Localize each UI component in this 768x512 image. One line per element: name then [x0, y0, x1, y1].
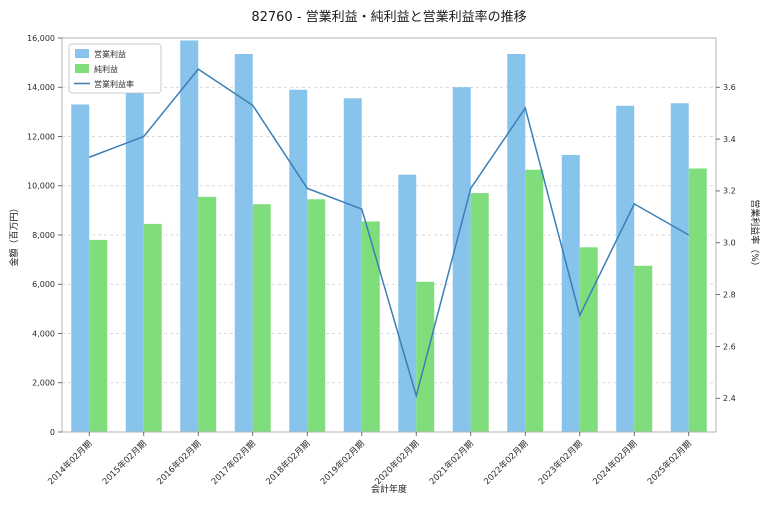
right-tick-label: 2.8 — [723, 290, 736, 299]
left-tick-label: 0 — [50, 428, 55, 437]
bar — [688, 168, 707, 432]
right-tick-label: 3.6 — [723, 83, 736, 92]
bar — [180, 40, 199, 433]
bar — [71, 104, 90, 433]
bar — [416, 281, 435, 432]
legend-label-1: 純利益 — [94, 64, 118, 74]
bar — [343, 98, 362, 433]
bar — [143, 223, 162, 432]
left-tick-label: 2,000 — [32, 379, 55, 388]
x-tick-label: 2015年02月期 — [100, 438, 149, 487]
profit-margin-line — [88, 68, 690, 399]
x-tick-label: 2022年02月期 — [482, 438, 531, 487]
right-tick-label: 3.4 — [723, 135, 736, 144]
chart-title: 82760 - 営業利益・純利益と営業利益率の推移 — [251, 9, 526, 25]
bar — [670, 103, 689, 432]
legend-box — [68, 43, 162, 94]
bar — [307, 199, 326, 432]
legend-swatch-1 — [75, 64, 89, 73]
legend-label-0: 営業利益 — [94, 49, 126, 59]
bar — [198, 196, 217, 432]
left-axis-label: 金額（百万円） — [8, 203, 20, 266]
right-axis-label: 営業利益率（%） — [749, 199, 761, 271]
bar — [561, 154, 580, 432]
left-tick-label: 8,000 — [32, 231, 55, 240]
right-tick-label: 3.2 — [723, 187, 736, 196]
right-tick-label: 3.0 — [723, 239, 736, 248]
x-tick-label: 2025年02月期 — [645, 438, 694, 487]
left-tick-label: 6,000 — [32, 280, 55, 289]
bar-series-0 — [71, 40, 689, 433]
bar — [452, 87, 471, 432]
bar — [89, 239, 108, 432]
x-tick-label: 2020年02月期 — [373, 438, 422, 487]
x-tick-label: 2018年02月期 — [264, 438, 313, 487]
x-tick-label: 2021年02月期 — [427, 438, 476, 487]
bar — [398, 174, 417, 432]
right-axis-ticks: 2.4 2.6 2.8 3.0 3.2 3.4 3.6 — [716, 83, 736, 403]
x-axis-label: 会計年度 — [371, 483, 407, 495]
x-tick-label: 2023年02月期 — [536, 438, 585, 487]
bar — [525, 169, 544, 432]
bar — [634, 265, 653, 432]
bar — [252, 204, 271, 432]
bar — [470, 193, 489, 432]
left-tick-label: 12,000 — [27, 132, 55, 141]
x-tick-label: 2019年02月期 — [318, 438, 367, 487]
x-tick-label: 2017年02月期 — [209, 438, 258, 487]
left-tick-label: 4,000 — [32, 329, 55, 338]
legend-swatch-0 — [75, 49, 89, 58]
left-axis-ticks: 0 2,000 4,000 6,000 8,000 10,000 12,000 14,000 1… — [27, 34, 62, 437]
bar — [361, 221, 380, 432]
legend-label-2: 営業利益率 — [94, 79, 134, 89]
bar-series-1 — [89, 168, 707, 432]
bar — [616, 105, 635, 432]
x-tick-label: 2024年02月期 — [591, 438, 640, 487]
x-axis-ticks: 2014年02月期 2015年02月期 2016年02月期 2017年02月期 2018… — [46, 432, 694, 487]
left-tick-label: 16,000 — [27, 34, 55, 43]
left-tick-label: 10,000 — [27, 182, 55, 191]
bar — [579, 247, 598, 432]
bar — [289, 89, 308, 433]
x-tick-label: 2016年02月期 — [155, 438, 204, 487]
bar — [125, 84, 144, 432]
x-tick-label: 2014年02月期 — [46, 438, 95, 487]
bar — [234, 54, 253, 432]
bar — [507, 54, 526, 432]
right-tick-label: 2.4 — [723, 394, 736, 403]
left-tick-label: 14,000 — [27, 83, 55, 92]
plot-area: 0 2,000 4,000 6,000 8,000 10,000 12,000 14,000 1… — [27, 34, 736, 487]
right-tick-label: 2.6 — [723, 342, 736, 351]
